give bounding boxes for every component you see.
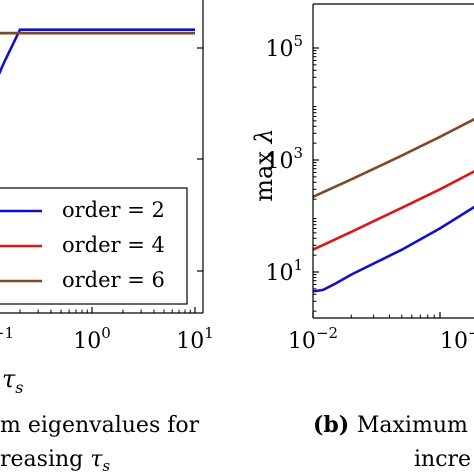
series-line-3 [0, 31, 195, 35]
x-tick-label: 10−2 [288, 324, 338, 354]
y-axis-title: max λ [250, 128, 278, 201]
x-tick-label: 100 [73, 324, 111, 354]
x-tick-label: 10−1 [0, 324, 14, 354]
legend-entry-1: order = 2 [62, 198, 165, 222]
caption-line-2: incre [414, 447, 471, 472]
panel-a: 10−1 100 101 τs order = 2 order = 4 order = 6 m… [0, 0, 214, 474]
x-tick-label: 101 [176, 324, 214, 354]
series-line-3 [313, 117, 474, 198]
series-line-2 [313, 170, 474, 251]
series-line-1 [313, 205, 474, 293]
y-tick-label: 105 [265, 32, 303, 62]
x-tick-label: 10−1 [440, 324, 474, 354]
series-line-2 [0, 31, 195, 35]
series-group [0, 28, 195, 75]
series-line-1 [0, 28, 195, 75]
legend-entry-2: order = 4 [62, 233, 165, 257]
y-tick-label: 101 [265, 256, 303, 286]
caption-line-1: m eigenvalues for [0, 413, 200, 438]
legend: order = 2 order = 4 order = 6 [0, 187, 188, 305]
legend-entry-3: order = 6 [62, 268, 165, 292]
panel-b: 101 103 105 10−2 10−1 max λ (b) Maximum incre [250, 3, 474, 472]
series-group [313, 117, 474, 293]
caption-line-1: (b) Maximum [313, 412, 468, 438]
caption-line-2: reasing τs [0, 447, 110, 474]
x-axis-title: τs [2, 365, 24, 397]
y-tick-label: 103 [265, 144, 303, 174]
